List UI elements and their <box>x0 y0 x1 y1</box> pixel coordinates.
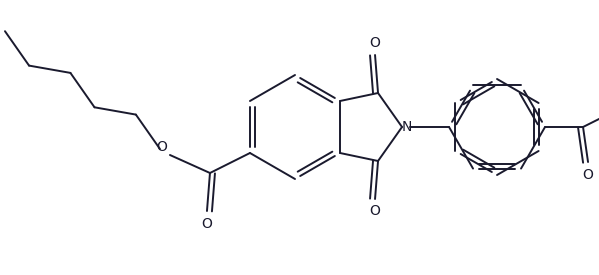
Text: O: O <box>370 204 380 218</box>
Text: N: N <box>402 120 412 134</box>
Text: O: O <box>156 140 167 154</box>
Text: O: O <box>370 36 380 50</box>
Text: O: O <box>201 217 213 231</box>
Text: O: O <box>583 168 594 182</box>
